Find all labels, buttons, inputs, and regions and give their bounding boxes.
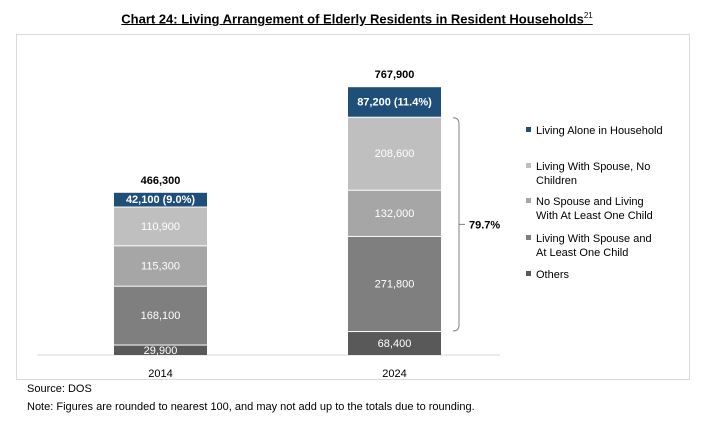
bracket <box>452 117 460 332</box>
legend-swatch <box>526 271 531 276</box>
footnote: Note: Figures are rounded to nearest 100… <box>27 401 475 413</box>
x-tick-label: 2024 <box>382 368 406 380</box>
bar-2014-living-with-spouse-no-children <box>114 207 207 246</box>
chart-frame <box>16 34 690 380</box>
data-label: 29,900 <box>144 345 178 357</box>
legend-entry: Living Alone in Household <box>536 125 663 137</box>
bar-2014-living-alone-in-household <box>114 192 207 207</box>
bar-2024-living-with-spouse-and-at-least-one-child <box>348 236 441 332</box>
chart-title: Chart 24: Living Arrangement of Elderly … <box>0 11 714 26</box>
data-label: 68,400 <box>378 338 412 350</box>
title-footnote: 21 <box>583 11 593 20</box>
bar-2014-living-with-spouse-and-at-least-one-child <box>114 286 207 345</box>
annotation-label: 79.7% <box>469 219 500 231</box>
total-label: 767,900 <box>375 69 415 81</box>
data-label: 208,600 <box>375 148 415 160</box>
data-label: 42,100 (9.0%) <box>126 194 195 206</box>
x-tick-label: 2014 <box>148 368 172 380</box>
bar-2024-living-alone-in-household <box>348 87 441 117</box>
legend-swatch <box>526 127 531 132</box>
source-note: Source: DOS <box>27 383 92 395</box>
bar-2024-others <box>348 332 441 355</box>
legend-swatch <box>526 235 531 240</box>
data-label: 115,300 <box>141 261 180 273</box>
legend-entry: Living With Spouse and At Least One Child <box>536 233 652 259</box>
data-label: 110,900 <box>141 221 180 233</box>
data-label: 132,000 <box>375 208 415 220</box>
legend-entry: Others <box>536 269 570 281</box>
data-label: 271,800 <box>375 278 415 290</box>
bar-2024-living-with-spouse-no-children <box>348 117 441 190</box>
bar-2014-others <box>114 345 207 355</box>
legend-swatch <box>526 198 531 203</box>
legend-entry: Living With Spouse, No Children <box>536 161 650 187</box>
legend-entry: No Spouse and Living With At Least One Ch… <box>536 196 653 222</box>
data-label: 87,200 (11.4%) <box>357 96 432 108</box>
total-label: 466,300 <box>141 175 181 187</box>
chart-title-text: Chart 24: Living Arrangement of Elderly … <box>121 11 584 27</box>
bar-2024-no-spouse-and-living-with-at-least-one-child <box>348 190 441 236</box>
legend-swatch <box>526 163 531 168</box>
bar-2014-no-spouse-and-living-with-at-least-one-child <box>114 246 207 286</box>
data-label: 168,100 <box>141 310 181 322</box>
